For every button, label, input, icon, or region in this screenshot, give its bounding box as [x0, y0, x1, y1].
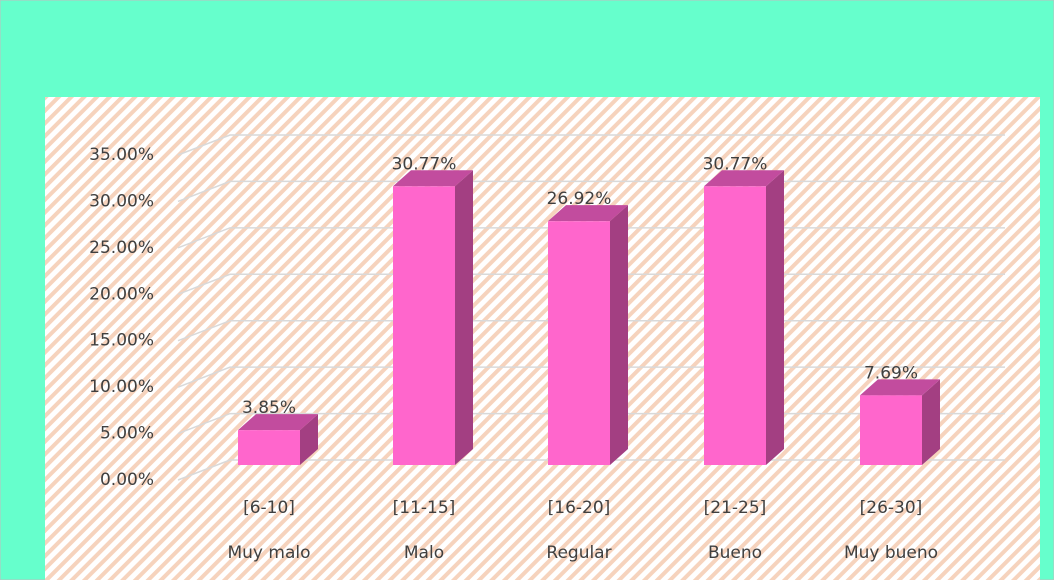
value-label: 3.85%: [242, 398, 296, 418]
bar-top: [860, 379, 940, 396]
x-group-label: Muy malo: [227, 543, 310, 563]
y-tick-label: 15.00%: [89, 331, 154, 351]
y-tick-label: 0.00%: [100, 470, 154, 490]
x-tick-label: [6-10]: [243, 498, 295, 518]
bar-front: [393, 186, 455, 466]
value-label: 26.92%: [547, 189, 612, 209]
y-tick-label: 30.00%: [89, 191, 154, 211]
bar-side: [455, 170, 473, 466]
bar: [704, 170, 784, 466]
bar: [860, 379, 940, 465]
bar-top: [238, 414, 318, 431]
bar-top: [393, 170, 473, 187]
x-group-label: Malo: [404, 543, 444, 563]
y-tick-label: 25.00%: [89, 238, 154, 258]
x-group-label: Regular: [546, 543, 611, 563]
bar: [393, 170, 473, 466]
value-label: 30.77%: [703, 154, 768, 174]
bar-front: [548, 221, 610, 465]
bar-front: [704, 186, 766, 466]
bar: [238, 414, 318, 465]
x-tick-label: [11-15]: [393, 498, 456, 518]
y-tick-label: 20.00%: [89, 284, 154, 304]
x-tick-label: [26-30]: [860, 498, 923, 518]
bar-front: [238, 430, 300, 465]
value-label: 30.77%: [392, 154, 457, 174]
grid-line: [177, 134, 1005, 156]
x-group-label: Bueno: [708, 543, 762, 563]
value-label: 7.69%: [864, 363, 918, 383]
bar-top: [548, 205, 628, 222]
bar-front: [860, 395, 922, 465]
bar-side: [766, 170, 784, 466]
plot-area: [45, 97, 1040, 580]
x-tick-label: [16-20]: [548, 498, 611, 518]
bar-side: [610, 205, 628, 466]
bar-side: [300, 414, 318, 465]
y-tick-label: 5.00%: [100, 424, 154, 444]
y-tick-label: 10.00%: [89, 377, 154, 397]
y-tick-label: 35.00%: [89, 145, 154, 165]
bar: [548, 205, 628, 466]
bar-side: [922, 379, 940, 465]
x-tick-label: [21-25]: [704, 498, 767, 518]
bar-top: [704, 170, 784, 187]
x-group-label: Muy bueno: [844, 543, 938, 563]
